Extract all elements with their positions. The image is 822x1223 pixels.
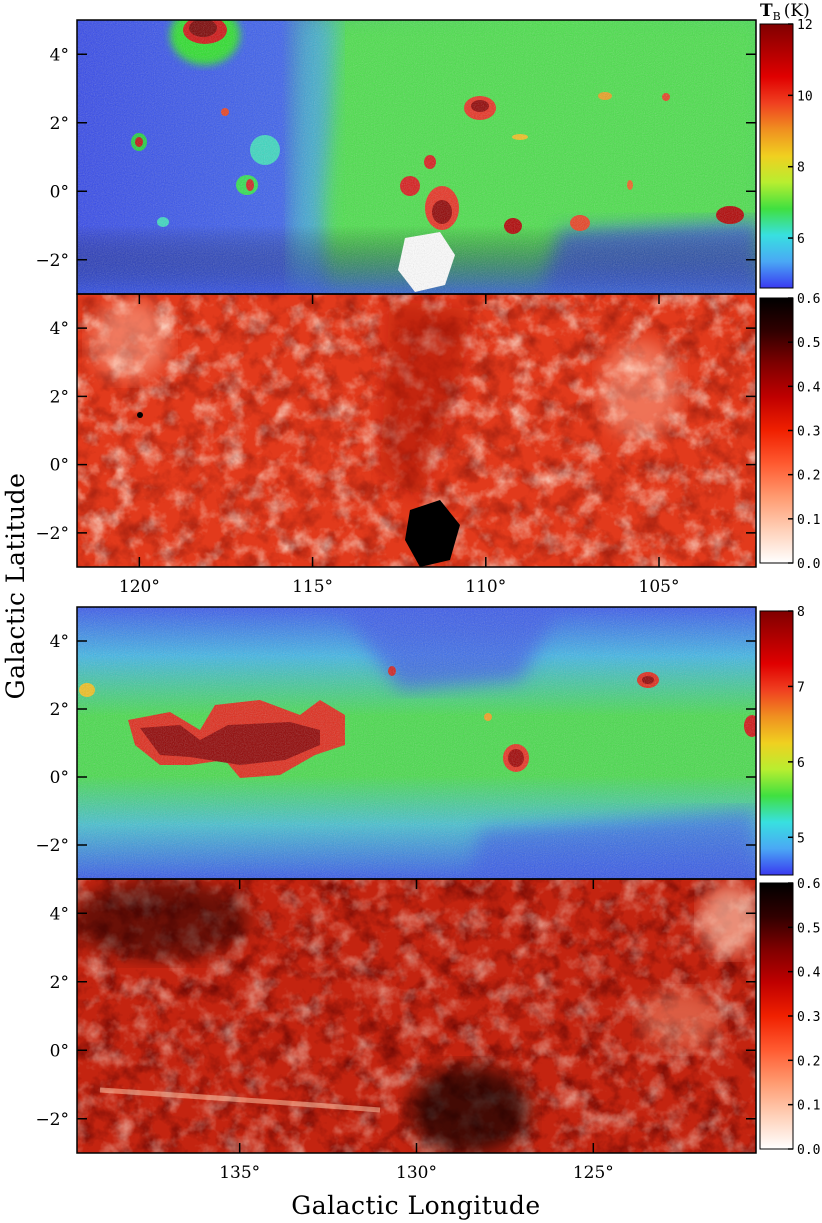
colorbar-tick-label: 12 — [797, 18, 813, 33]
colorbar-tick-label: 6 — [797, 232, 805, 247]
colorbar-tick-label: 0.1 — [797, 513, 820, 528]
y-tick-label: 4° — [50, 904, 69, 924]
x-tick-label: 135° — [219, 1163, 260, 1183]
y-tick-label: 0° — [50, 182, 69, 202]
colorbar-tick-label: 0.6 — [797, 292, 820, 307]
panel-upper-fraction-map — [77, 294, 756, 567]
colorbar-tick-label: 10 — [797, 89, 813, 104]
y-tick-label: 0° — [50, 456, 69, 476]
colorbar-tick-label: 0.5 — [797, 336, 820, 351]
x-tick-label: 105° — [639, 577, 680, 597]
y-tick-label: 4° — [50, 319, 69, 339]
colorbar-tick-label: 0.2 — [797, 1054, 820, 1069]
y-tick-label: −2° — [35, 524, 69, 544]
x-tick-label: 110° — [465, 577, 506, 597]
y-tick-label: 2° — [50, 114, 69, 134]
colorbar-tick-label: 7 — [797, 680, 805, 695]
y-tick-label: −2° — [35, 1110, 69, 1130]
colorbar-tick-label: 0.4 — [797, 380, 821, 395]
colorbar-tick-label: 6 — [797, 756, 805, 771]
colorbar-lower-temperature — [759, 610, 794, 876]
x-tick-label: 125° — [573, 1163, 614, 1183]
colorbar-title: TB (K) — [760, 1, 810, 23]
colorbar-tick-label: 8 — [797, 161, 805, 176]
colorbar-tick-label: 0.5 — [797, 921, 820, 936]
y-tick-label: 0° — [50, 1041, 69, 1061]
colorbar-tick-label: 0.3 — [797, 1010, 820, 1025]
axis-ticks: 4° 2° 0° −2° 12 10 8 6 4° 2° 0° −2° 120° 115° 110° 105°… — [35, 18, 820, 1183]
y-tick-label: 2° — [50, 387, 69, 407]
y-tick-label: 4° — [50, 45, 69, 65]
colorbar-tick-label: 0.0 — [797, 557, 820, 572]
colorbar-upper-temperature — [759, 23, 794, 289]
colorbar-tick-label: 0.3 — [797, 425, 820, 440]
panel-lower-fraction-map — [77, 879, 756, 1153]
colorbar-tick-label: 8 — [797, 605, 805, 620]
y-tick-label: 2° — [50, 973, 69, 993]
y-tick-label: 2° — [50, 700, 69, 720]
colorbar-tick-label: 0.0 — [797, 1143, 820, 1158]
panel-lower-temperature-map — [77, 607, 756, 879]
x-tick-label: 120° — [119, 577, 160, 597]
x-tick-label: 115° — [292, 577, 333, 597]
colorbar-tick-label: 0.2 — [797, 469, 820, 484]
y-axis-label: Galactic Latitude — [1, 473, 30, 700]
panel-upper-temperature-map — [77, 20, 756, 294]
colorbar-tick-label: 0.4 — [797, 966, 821, 981]
panel-frame — [76, 293, 757, 568]
y-tick-label: 0° — [50, 768, 69, 788]
x-axis-label: Galactic Longitude — [291, 1191, 540, 1220]
x-tick-label: 130° — [396, 1163, 437, 1183]
y-tick-label: −2° — [35, 836, 69, 856]
colorbar-tick-label: 0.6 — [797, 877, 820, 892]
y-tick-label: −2° — [35, 251, 69, 271]
y-tick-label: 4° — [50, 632, 69, 652]
colorbar-tick-label: 5 — [797, 831, 805, 846]
colorbar-tick-label: 0.1 — [797, 1099, 820, 1114]
